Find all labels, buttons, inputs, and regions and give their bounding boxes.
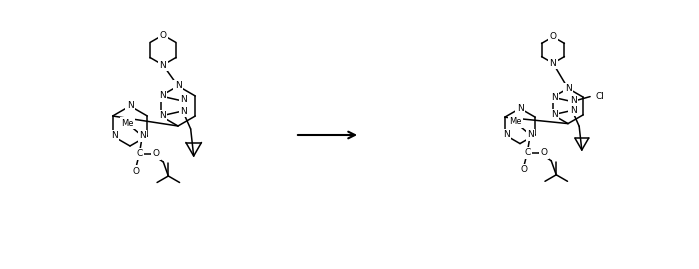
Text: N: N bbox=[180, 107, 187, 115]
Text: N: N bbox=[503, 130, 510, 139]
Text: N: N bbox=[517, 104, 524, 113]
Text: N: N bbox=[175, 82, 181, 90]
Text: O: O bbox=[549, 32, 556, 41]
Text: O: O bbox=[159, 30, 166, 40]
Text: C: C bbox=[524, 148, 531, 157]
Text: N: N bbox=[552, 93, 558, 102]
Text: N: N bbox=[180, 95, 187, 104]
Text: N: N bbox=[570, 96, 577, 105]
Text: N: N bbox=[159, 91, 166, 101]
Text: Me: Me bbox=[509, 117, 521, 126]
Text: O: O bbox=[541, 148, 548, 157]
Text: Me: Me bbox=[121, 119, 134, 128]
Text: N: N bbox=[552, 110, 558, 119]
Text: N: N bbox=[527, 130, 533, 139]
Text: N: N bbox=[111, 132, 118, 140]
Text: N: N bbox=[570, 106, 577, 115]
Text: Cl: Cl bbox=[595, 92, 604, 101]
Text: C: C bbox=[136, 150, 143, 158]
Text: O: O bbox=[133, 167, 140, 175]
Text: N: N bbox=[565, 84, 571, 93]
Text: N: N bbox=[159, 111, 166, 121]
Text: N: N bbox=[127, 101, 134, 111]
Text: N: N bbox=[139, 132, 145, 140]
Text: N: N bbox=[159, 61, 166, 69]
Text: O: O bbox=[521, 165, 528, 174]
Text: N: N bbox=[549, 59, 556, 68]
Text: O: O bbox=[153, 150, 160, 158]
